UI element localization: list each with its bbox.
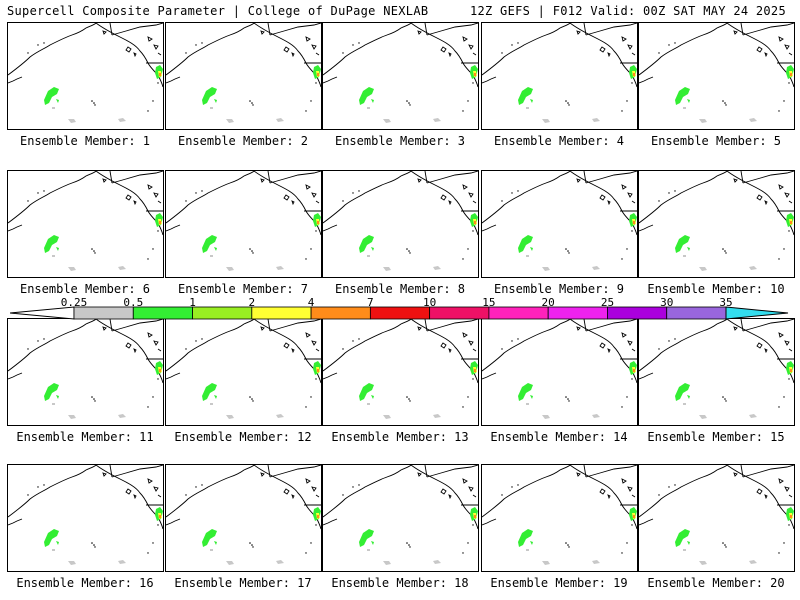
ensemble-member-map [165, 318, 322, 426]
map-graphic [166, 319, 321, 419]
ensemble-member-label: Ensemble Member: 20 [647, 576, 785, 590]
ensemble-member-label: Ensemble Member: 2 [177, 134, 309, 148]
ensemble-member-map [7, 464, 164, 572]
chart-title: Supercell Composite Parameter | College … [7, 4, 429, 18]
run-info: 12Z GEFS | F012 Valid: 00Z SAT MAY 24 20… [469, 4, 786, 18]
ensemble-member-label: Ensemble Member: 4 [493, 134, 625, 148]
ensemble-member-map [638, 318, 795, 426]
ensemble-member-map [481, 22, 638, 130]
ensemble-member-map [165, 464, 322, 572]
colorbar-tick-label: 15 [482, 296, 496, 309]
map-graphic [482, 319, 637, 419]
colorbar-segment [547, 306, 608, 320]
map-graphic [8, 319, 163, 419]
ensemble-member-map [638, 170, 795, 278]
ensemble-member-label: Ensemble Member: 16 [16, 576, 154, 590]
map-graphic [323, 23, 478, 123]
ensemble-member-label: Ensemble Member: 14 [490, 430, 628, 444]
ensemble-member-label: Ensemble Member: 9 [493, 282, 625, 296]
ensemble-member-map [638, 464, 795, 572]
map-graphic [639, 319, 794, 419]
colorbar-tick-label: 0.5 [123, 296, 144, 309]
ensemble-member-label: Ensemble Member: 19 [490, 576, 628, 590]
map-graphic [166, 23, 321, 123]
map-graphic [8, 465, 163, 565]
colorbar-segment [369, 306, 431, 320]
colorbar-segment [251, 306, 312, 320]
colorbar-segment [310, 306, 371, 320]
colorbar-right-arrow [725, 306, 789, 320]
ensemble-member-map [7, 170, 164, 278]
ensemble-member-label: Ensemble Member: 8 [334, 282, 466, 296]
ensemble-member-map [7, 22, 164, 130]
colorbar-segment [666, 306, 727, 320]
ensemble-member-map [322, 464, 479, 572]
ensemble-member-label: Ensemble Member: 13 [331, 430, 469, 444]
colorbar-tick-label: 35 [719, 296, 733, 309]
ensemble-member-label: Ensemble Member: 11 [16, 430, 154, 444]
ensemble-member-label: Ensemble Member: 1 [19, 134, 151, 148]
map-graphic [639, 171, 794, 271]
colorbar [10, 306, 790, 320]
map-graphic [639, 23, 794, 123]
colorbar-tick-label: 4 [307, 296, 315, 309]
ensemble-member-map [165, 22, 322, 130]
map-graphic [482, 465, 637, 565]
colorbar-tick-label: 2 [248, 296, 256, 309]
colorbar-graphic [10, 306, 789, 320]
ensemble-member-label: Ensemble Member: 5 [650, 134, 782, 148]
map-graphic [323, 319, 478, 419]
ensemble-member-map [322, 170, 479, 278]
ensemble-member-label: Ensemble Member: 15 [647, 430, 785, 444]
colorbar-segment [192, 306, 253, 320]
ensemble-member-label: Ensemble Member: 10 [647, 282, 785, 296]
ensemble-member-label: Ensemble Member: 12 [174, 430, 312, 444]
map-graphic [323, 465, 478, 565]
ensemble-member-map [481, 318, 638, 426]
colorbar-segment [429, 306, 490, 320]
ensemble-member-map [165, 170, 322, 278]
colorbar-tick-label: 10 [423, 296, 437, 309]
ensemble-member-map [481, 464, 638, 572]
colorbar-tick-label: 20 [541, 296, 555, 309]
map-graphic [8, 23, 163, 123]
map-graphic [8, 171, 163, 271]
ensemble-member-map [7, 318, 164, 426]
colorbar-tick-label: 0.25 [60, 296, 88, 309]
ensemble-member-map [481, 170, 638, 278]
ensemble-member-map [322, 22, 479, 130]
colorbar-tick-label: 25 [600, 296, 615, 309]
ensemble-member-label: Ensemble Member: 3 [334, 134, 466, 148]
colorbar-segment [488, 306, 549, 320]
colorbar-tick-label: 1 [189, 296, 196, 309]
ensemble-member-map [322, 318, 479, 426]
ensemble-member-map [638, 22, 795, 130]
ensemble-member-label: Ensemble Member: 17 [174, 576, 312, 590]
map-graphic [482, 23, 637, 123]
map-graphic [166, 465, 321, 565]
map-graphic [166, 171, 321, 271]
map-graphic [482, 171, 637, 271]
ensemble-member-label: Ensemble Member: 18 [331, 576, 469, 590]
map-graphic [323, 171, 478, 271]
colorbar-tick-label: 30 [660, 296, 674, 309]
map-graphic [639, 465, 794, 565]
colorbar-segment [607, 306, 668, 320]
colorbar-tick-label: 7 [367, 296, 374, 309]
ensemble-member-label: Ensemble Member: 7 [177, 282, 309, 296]
ensemble-member-label: Ensemble Member: 6 [19, 282, 151, 296]
